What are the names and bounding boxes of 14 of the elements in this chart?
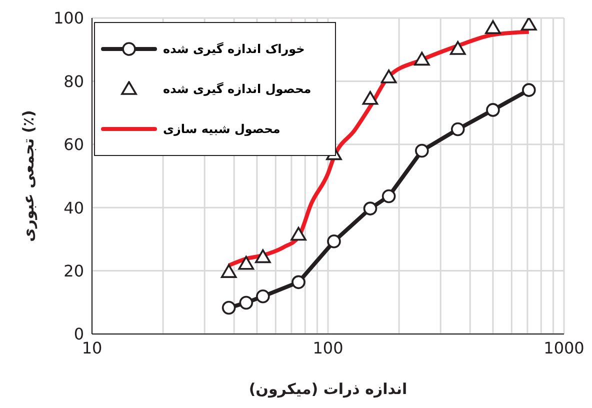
y-axis-title: تجمعی عبوری (٪) [19,110,38,242]
y-tick-label: 60 [64,135,84,154]
x-tick-label: 10 [82,338,102,358]
y-tick-label: 80 [64,72,84,91]
y-tick-label: 100 [53,8,84,28]
legend-label: خوراک اندازه گیری شده [163,42,305,56]
y-tick-label: 20 [64,261,84,280]
x-tick-label: 100 [312,338,344,358]
y-tick-label: 40 [64,198,84,218]
x-axis-title: اندازه ذرات (میکرون) [248,380,408,398]
x-tick-label: 1000 [544,338,584,358]
legend-label: محصول شبیه سازی [163,122,280,136]
y-tick-label: 0 [74,324,84,344]
legend-label: محصول اندازه گیری شده [163,82,312,96]
